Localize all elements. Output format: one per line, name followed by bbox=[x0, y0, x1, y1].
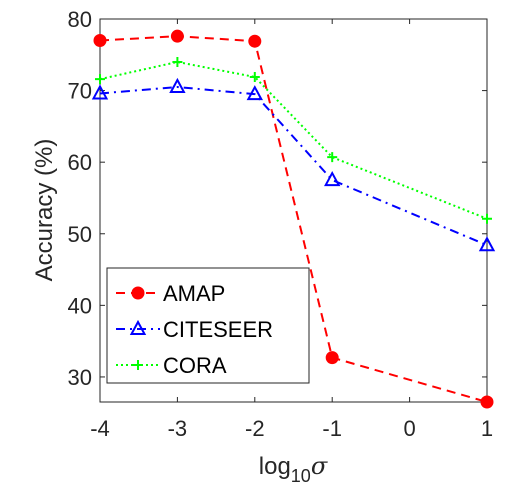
data-point-amap bbox=[248, 34, 262, 48]
legend-label-cora: CORA bbox=[163, 353, 227, 378]
series-line-citeseer bbox=[99, 86, 488, 247]
data-point-amap bbox=[480, 395, 494, 409]
x-axis-title-log: log bbox=[259, 453, 291, 480]
legend: AMAP CITESEER CORA bbox=[106, 267, 310, 384]
data-point-cora bbox=[327, 152, 338, 163]
x-tick-label: -3 bbox=[168, 416, 188, 441]
x-tick-label: -1 bbox=[322, 416, 342, 441]
data-point-cora bbox=[172, 56, 183, 67]
x-axis-title-sigma: σ bbox=[311, 452, 328, 480]
x-tick-label: -2 bbox=[245, 416, 265, 441]
series-line-cora bbox=[99, 60, 488, 220]
legend-marker-cora bbox=[133, 360, 143, 370]
data-point-citeseer bbox=[324, 170, 341, 187]
x-axis-title-subscript: 10 bbox=[291, 466, 311, 486]
data-point-amap bbox=[325, 351, 339, 365]
x-tick-label: 1 bbox=[481, 416, 493, 441]
data-point-citeseer bbox=[169, 77, 186, 94]
series-layer bbox=[91, 29, 496, 409]
data-point-cora bbox=[249, 71, 260, 82]
legend-marker-citeseer bbox=[129, 319, 147, 335]
axis-ticks: -4 -3 -2 -1 0 1 30 40 50 60 70 80 bbox=[68, 7, 494, 441]
data-point-citeseer bbox=[478, 236, 496, 252]
legend-label-citeseer: CITESEER bbox=[163, 317, 273, 342]
x-tick-label: 0 bbox=[403, 416, 415, 441]
x-axis-title: log10σ bbox=[259, 452, 328, 486]
y-tick-label: 60 bbox=[68, 150, 92, 175]
y-tick-label: 30 bbox=[68, 365, 92, 390]
y-tick-label: 80 bbox=[68, 7, 92, 32]
x-tick-label: -4 bbox=[90, 416, 110, 441]
data-point-cora bbox=[482, 213, 492, 224]
y-axis-title: Accuracy (%) bbox=[31, 139, 58, 282]
y-tick-label: 70 bbox=[68, 79, 92, 104]
data-point-citeseer bbox=[91, 84, 109, 100]
data-point-amap bbox=[170, 29, 184, 43]
y-tick-label: 50 bbox=[68, 222, 92, 247]
legend-label-amap: AMAP bbox=[163, 281, 225, 306]
data-point-amap bbox=[93, 33, 107, 47]
legend-marker-amap bbox=[131, 286, 145, 300]
y-tick-label: 40 bbox=[68, 293, 92, 318]
data-point-citeseer bbox=[246, 85, 263, 101]
data-point-cora bbox=[95, 74, 105, 85]
